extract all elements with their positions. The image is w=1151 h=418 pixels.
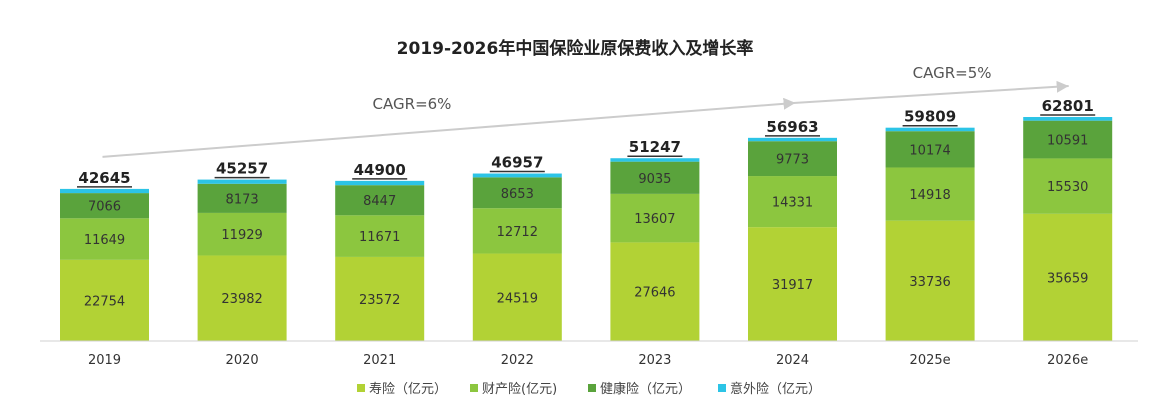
- data-label: 27646: [634, 286, 675, 301]
- data-label: 8173: [226, 192, 259, 207]
- bar-segment: [197, 255, 287, 341]
- bar-segment: [60, 218, 149, 260]
- data-label: 24519: [497, 291, 538, 306]
- legend-label: 寿险（亿元）: [369, 382, 447, 397]
- total-label: 45257: [216, 160, 268, 178]
- cagr-arrow: [795, 80, 1069, 104]
- x-tick-label: 2019: [88, 353, 121, 368]
- bar-segment: [60, 259, 149, 341]
- legend-swatch: [588, 384, 596, 392]
- bar-segment: [335, 180, 425, 186]
- bar-segment: [748, 141, 837, 177]
- bar-segment: [610, 242, 700, 341]
- total-label: 46957: [491, 154, 543, 172]
- bar-segment: [472, 208, 562, 254]
- bar-segment: [1023, 213, 1113, 341]
- bar-segment: [1023, 117, 1113, 121]
- legend: 寿险（亿元） 财产险(亿元) 健康险（亿元） 意外险（亿元）: [357, 381, 821, 397]
- cagr-annotations: CAGR=6% CAGR=5%: [102, 64, 1069, 158]
- bar-segment: [748, 227, 837, 341]
- data-label: 33736: [909, 275, 950, 290]
- data-label: 9773: [776, 153, 809, 168]
- data-label: 14331: [772, 196, 813, 211]
- bar-segment: [610, 158, 700, 162]
- bar-segment: [472, 253, 562, 341]
- data-label: 13607: [634, 212, 675, 227]
- x-tick-label: 2022: [501, 353, 534, 368]
- bar-segment: [472, 177, 562, 209]
- bar-segment: [335, 185, 425, 216]
- data-label: 11671: [359, 230, 400, 245]
- legend-swatch: [470, 384, 478, 392]
- bar-segment: [885, 220, 975, 341]
- data-label: 8447: [363, 194, 396, 209]
- bar-segment: [1023, 158, 1113, 214]
- data-label: 23982: [221, 292, 262, 307]
- chart-title: 2019-2026年中国保险业原保费收入及增长率: [397, 38, 754, 59]
- x-tick-label: 2021: [363, 353, 396, 368]
- bar-segment: [197, 179, 287, 184]
- data-label: 9035: [638, 172, 671, 187]
- bars: 22754 11649 7066 42645 23982 11929 8173 45257 23…: [60, 97, 1113, 341]
- cagr-arrow: [102, 97, 796, 158]
- data-label: 8653: [501, 187, 534, 202]
- bar-segment: [335, 215, 425, 257]
- legend-swatch: [357, 384, 365, 392]
- total-label: 51247: [629, 138, 681, 156]
- legend-label: 健康险（亿元）: [600, 381, 691, 397]
- bar-segment: [885, 131, 975, 168]
- bar-segment: [335, 256, 425, 341]
- bar-segment: [1023, 120, 1113, 159]
- bar-segment: [197, 212, 287, 256]
- data-label: 11649: [84, 233, 125, 248]
- data-label: 35659: [1047, 271, 1088, 286]
- bar-segment: [60, 193, 149, 219]
- data-label: 11929: [221, 228, 262, 243]
- data-label: 12712: [497, 225, 538, 240]
- data-label: 22754: [84, 294, 125, 309]
- bar-segment: [885, 127, 975, 132]
- legend-label: 财产险(亿元): [482, 382, 557, 397]
- data-label: 7066: [88, 200, 121, 215]
- bar-segment: [197, 183, 287, 213]
- total-label: 62801: [1042, 97, 1094, 115]
- cagr-label: CAGR=5%: [913, 64, 992, 82]
- legend-swatch: [718, 384, 726, 392]
- bar-segment: [748, 137, 837, 142]
- data-label: 14918: [909, 188, 950, 203]
- data-label: 15530: [1047, 180, 1088, 195]
- total-label: 56963: [766, 118, 818, 136]
- x-tick-label: 2024: [776, 353, 809, 368]
- cagr-label: CAGR=6%: [373, 95, 452, 113]
- bar-segment: [60, 188, 149, 194]
- legend-label: 意外险（亿元）: [730, 381, 821, 397]
- x-tick-label: 2023: [638, 353, 671, 368]
- x-tick-label: 2020: [226, 353, 259, 368]
- total-label: 59809: [904, 108, 956, 126]
- total-label: 42645: [78, 169, 130, 187]
- bar-segment: [472, 173, 562, 178]
- bar-segment: [610, 161, 700, 194]
- data-label: 31917: [772, 278, 813, 293]
- x-tick-label: 2026e: [1047, 353, 1088, 368]
- bar-segment: [748, 176, 837, 228]
- bar-segment: [885, 167, 975, 221]
- data-label: 10174: [909, 143, 950, 158]
- data-label: 10591: [1047, 134, 1088, 149]
- bar-segment: [610, 193, 700, 243]
- x-axis-ticks: 2019 2020 2021 2022 2023 2024 2025e 2026e: [88, 353, 1088, 368]
- data-label: 23572: [359, 293, 400, 308]
- x-tick-label: 2025e: [910, 353, 951, 368]
- total-label: 44900: [354, 161, 406, 179]
